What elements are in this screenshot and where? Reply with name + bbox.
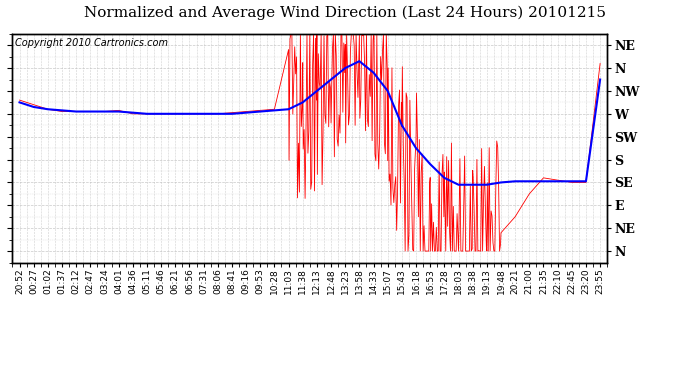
Text: Copyright 2010 Cartronics.com: Copyright 2010 Cartronics.com <box>15 38 168 48</box>
Text: Normalized and Average Wind Direction (Last 24 Hours) 20101215: Normalized and Average Wind Direction (L… <box>84 6 606 20</box>
